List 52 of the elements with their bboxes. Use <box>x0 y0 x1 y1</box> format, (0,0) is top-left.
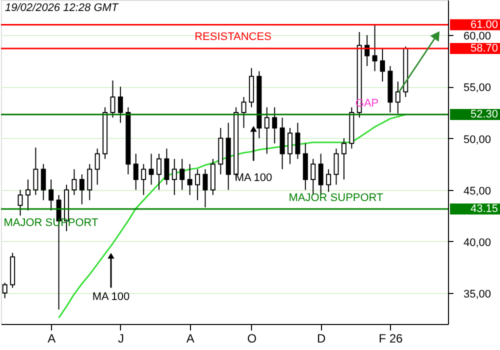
candlestick <box>87 164 92 201</box>
candlestick <box>372 24 378 72</box>
ref-line-label: 61.00 <box>470 18 498 31</box>
candlestick <box>48 179 54 211</box>
candlestick <box>202 168 208 208</box>
y-tick-label: 45,00 <box>464 185 492 198</box>
candlestick <box>288 127 293 165</box>
ref-line-label: 58.70 <box>470 42 498 54</box>
candlestick <box>341 138 346 180</box>
candlestick <box>334 148 339 186</box>
candlestick <box>148 153 154 186</box>
candlestick <box>164 148 170 186</box>
x-tick-label: F 26 <box>378 332 404 346</box>
candlestick <box>272 106 278 144</box>
candlestick <box>79 174 84 205</box>
annotation: MA 100 <box>92 290 130 303</box>
x-tick-label: D <box>317 332 326 346</box>
annotation: RESISTANCES <box>194 31 272 43</box>
y-tick-label: 50,00 <box>464 134 492 146</box>
annotation: MAJOR SUPPORT <box>288 192 384 204</box>
x-tick-label: A <box>48 332 56 346</box>
ref-line-label: 43.15 <box>470 202 498 215</box>
candlestick <box>18 189 23 216</box>
candlestick <box>395 81 400 114</box>
candlestick <box>141 164 146 196</box>
candlestick <box>326 168 332 192</box>
candlestick <box>25 179 30 211</box>
ref-line-label: 52.30 <box>470 108 498 121</box>
candlestick <box>264 106 270 154</box>
candlestick <box>195 168 200 201</box>
chart-title: 19/02/2026 12:28 GMT <box>5 2 120 14</box>
candlestick <box>295 122 300 160</box>
candlestick <box>187 164 192 196</box>
candlestick <box>33 147 38 196</box>
candlestick <box>156 153 162 190</box>
candlestick <box>180 158 185 190</box>
candlestick <box>40 164 46 201</box>
candlestick <box>72 168 77 196</box>
x-tick-label: A <box>186 332 194 346</box>
y-tick-label: 60,00 <box>464 30 492 43</box>
candlestick <box>172 158 177 196</box>
x-tick-label: J <box>118 332 124 346</box>
y-tick-label: 40,00 <box>464 236 492 249</box>
candlestick <box>110 80 116 118</box>
candlestick <box>94 148 100 186</box>
candlestick <box>380 48 385 82</box>
y-tick-label: 55,00 <box>464 82 492 94</box>
candlestick <box>241 96 246 128</box>
x-tick-label: O <box>247 332 257 346</box>
candlestick <box>133 153 138 190</box>
y-tick-label: 35,00 <box>464 288 492 301</box>
candlestick <box>118 86 123 124</box>
